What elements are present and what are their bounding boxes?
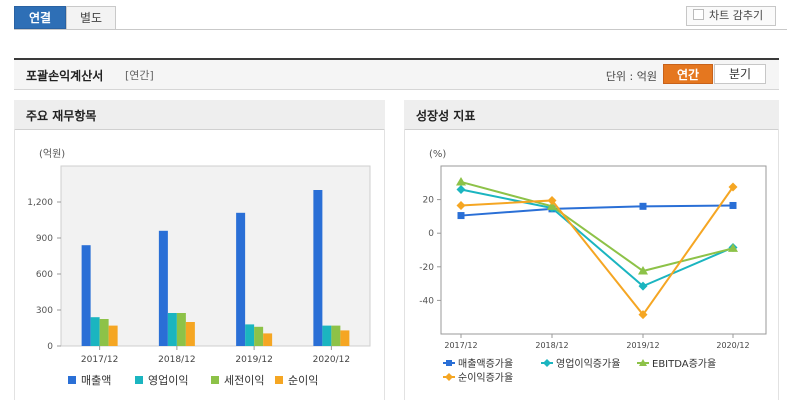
- legend-marker: [543, 359, 551, 367]
- point-marker: [456, 200, 466, 210]
- legend-marker: [445, 373, 453, 381]
- point-marker: [638, 266, 648, 275]
- statement-header: 포괄손익계산서 [연간] 단위 : 억원 연간 분기: [14, 58, 779, 90]
- series-line-0: [460, 204, 734, 217]
- y-tick-label: 900: [36, 234, 53, 244]
- bar-영업이익: [167, 313, 177, 346]
- statement-type-tabs: 연결 별도 차트 감추기: [0, 0, 787, 30]
- legend-label: 영업이익: [148, 374, 188, 387]
- series-line-1: [460, 188, 734, 288]
- panel-body: (%) -40 -20 0 20 2017/12 2018/12 2019/12 2020/12…: [404, 129, 779, 400]
- point-marker: [639, 202, 647, 210]
- x-tick-label: 2019/12: [235, 355, 272, 365]
- tab-separate[interactable]: 별도: [66, 6, 116, 29]
- y-unit-label: (%): [429, 149, 446, 160]
- y-tick-label: 1,200: [27, 198, 53, 208]
- point-marker: [728, 182, 738, 192]
- statement-title: 포괄손익계산서: [26, 69, 104, 83]
- legend-swatch: [68, 376, 76, 384]
- x-tick-label: 2018/12: [535, 341, 568, 350]
- bar-세전이익: [254, 326, 264, 346]
- x-tick-label: 2019/12: [626, 341, 659, 350]
- y-tick-label: 20: [423, 196, 435, 206]
- bar-영업이익: [245, 324, 255, 346]
- x-tick-label: 2018/12: [158, 355, 195, 365]
- point-marker: [729, 201, 737, 209]
- bar-영업이익: [90, 317, 100, 346]
- point-marker: [547, 201, 557, 210]
- hide-chart-label: 차트 감추기: [709, 9, 764, 22]
- bar-매출액: [236, 212, 246, 346]
- legend-label: EBITDA증가율: [652, 358, 716, 370]
- y-tick-label: 300: [36, 306, 53, 316]
- period-quarter-button[interactable]: 분기: [714, 64, 766, 84]
- point-marker: [728, 243, 738, 252]
- x-tick-label: 2017/12: [81, 355, 118, 365]
- legend-label: 순이익: [288, 374, 318, 387]
- x-tick-label: 2020/12: [313, 355, 350, 365]
- bar-순이익: [263, 333, 273, 346]
- key-financials-panel: 주요 재무항목 (억원) 0 300 600 900 1,200 2017/12 2018/1…: [14, 100, 385, 400]
- legend-label: 매출액: [81, 374, 111, 387]
- point-marker: [457, 212, 465, 220]
- bar-세전이익: [176, 313, 186, 346]
- legend-label: 세전이익: [224, 374, 264, 387]
- panel-title: 성장성 지표: [416, 109, 476, 123]
- legend-swatch: [275, 376, 283, 384]
- y-tick-label: -20: [419, 263, 434, 273]
- legend-label: 순이익증가율: [458, 372, 513, 384]
- tab-consolidated[interactable]: 연결: [14, 6, 66, 29]
- series-line-2: [460, 180, 734, 273]
- point-marker: [547, 195, 557, 205]
- bar-세전이익: [331, 325, 341, 346]
- growth-indicators-panel: 성장성 지표 (%) -40 -20 0 20 2017/12 2018/12 2019/12…: [404, 100, 779, 400]
- panel-title: 주요 재무항목: [26, 109, 97, 123]
- legend-label: 매출액증가율: [458, 358, 513, 370]
- point-marker: [638, 281, 648, 291]
- series-line-3: [460, 186, 734, 317]
- point-marker: [638, 310, 648, 320]
- bar-순이익: [108, 325, 118, 346]
- statement-period-note: [연간]: [125, 69, 154, 82]
- hide-chart-toggle[interactable]: 차트 감추기: [686, 6, 776, 26]
- period-annual-button[interactable]: 연간: [663, 64, 713, 84]
- checkbox-icon[interactable]: [693, 9, 704, 20]
- legend-label: 영업이익증가율: [556, 357, 620, 370]
- legend-marker: [639, 359, 647, 366]
- unit-label: 단위 : 억원: [605, 70, 657, 83]
- bar-chart: (억원) 0 300 600 900 1,200 2017/12 2018/12 2019/12…: [27, 148, 371, 387]
- panel-header: 주요 재무항목: [14, 100, 385, 130]
- panel-header: 성장성 지표: [404, 100, 779, 130]
- legend-swatch: [135, 376, 143, 384]
- bar-순이익: [340, 330, 350, 346]
- point-marker: [456, 176, 466, 186]
- y-unit-label: (억원): [39, 148, 65, 160]
- bar-매출액: [158, 230, 168, 346]
- tab-divider: [14, 29, 787, 30]
- legend-swatch: [211, 376, 219, 384]
- bar-매출액: [81, 245, 91, 346]
- bar-매출액: [313, 190, 323, 346]
- legend-marker: [446, 360, 452, 366]
- y-tick-label: 600: [36, 270, 53, 280]
- bar-세전이익: [99, 319, 109, 346]
- y-tick-label: 0: [47, 342, 53, 352]
- y-tick-label: -40: [419, 296, 434, 306]
- x-tick-label: 2017/12: [444, 341, 477, 350]
- x-tick-label: 2020/12: [716, 341, 749, 350]
- plot-area: [440, 165, 767, 335]
- y-tick-label: 0: [428, 229, 434, 239]
- point-marker: [456, 185, 466, 195]
- bar-영업이익: [322, 325, 332, 346]
- line-chart: (%) -40 -20 0 20 2017/12 2018/12 2019/12 2020/12…: [419, 149, 767, 384]
- bar-순이익: [185, 322, 195, 346]
- panel-body: (억원) 0 300 600 900 1,200 2017/12 2018/12 2019/12…: [14, 129, 385, 400]
